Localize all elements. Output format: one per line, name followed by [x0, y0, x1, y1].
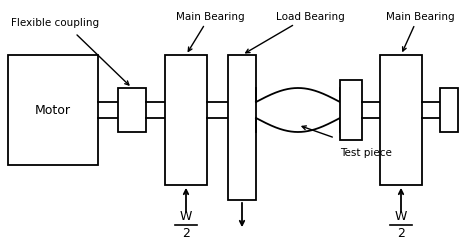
Text: 2: 2 [397, 227, 405, 240]
Text: Load Bearing: Load Bearing [275, 12, 345, 22]
Text: Motor: Motor [35, 103, 71, 117]
Text: Flexible coupling: Flexible coupling [11, 18, 99, 28]
Text: 2: 2 [182, 227, 190, 240]
Bar [228, 55, 256, 200]
Text: Main Bearing: Main Bearing [386, 12, 454, 22]
Text: W: W [395, 210, 407, 223]
Bar [165, 55, 207, 185]
Text: Test piece: Test piece [340, 148, 392, 158]
Bar [340, 80, 362, 140]
Bar [8, 55, 98, 165]
Bar [118, 88, 146, 132]
Bar [380, 55, 422, 185]
Bar [440, 88, 458, 132]
Text: W: W [180, 210, 192, 223]
Text: Main Bearing: Main Bearing [176, 12, 244, 22]
